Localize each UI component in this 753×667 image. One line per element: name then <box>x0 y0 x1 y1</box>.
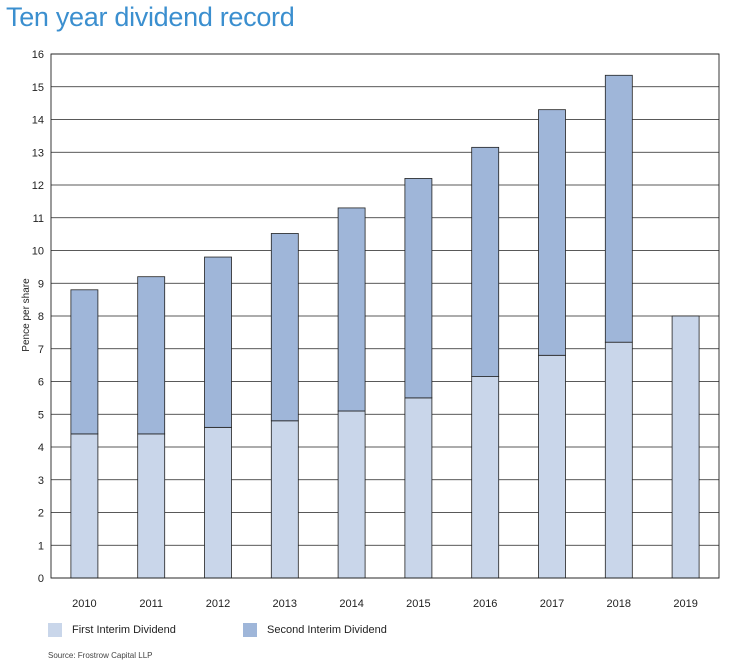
y-tick-label: 12 <box>32 180 44 192</box>
bar-first-interim-2013 <box>270 420 299 579</box>
y-tick-label: 0 <box>38 573 44 585</box>
x-tick-label: 2018 <box>607 598 631 610</box>
bar-second-interim-2014 <box>337 207 366 412</box>
y-tick-label: 6 <box>38 377 44 389</box>
bar-first-interim-2018 <box>604 341 633 579</box>
bar-first-interim-2015 <box>404 397 433 579</box>
x-tick-label: 2010 <box>72 598 96 610</box>
plot-frame <box>50 53 720 579</box>
bar-first-interim-2019 <box>671 315 700 579</box>
bar-first-interim-2016 <box>471 376 500 579</box>
source-note: Source: Frostrow Capital LLP <box>48 651 153 660</box>
bar-second-interim-2017 <box>538 109 566 356</box>
legend-label-first-interim: First Interim Dividend <box>72 624 176 636</box>
legend-item-first-interim: First Interim Dividend <box>48 623 176 637</box>
x-tick-label: 2016 <box>473 598 497 610</box>
y-tick-label: 4 <box>38 442 44 454</box>
legend-item-second-interim: Second Interim Dividend <box>243 623 387 637</box>
bar-second-interim-2013 <box>270 233 299 422</box>
x-tick-label: 2014 <box>339 598 363 610</box>
legend-swatch-second-interim <box>243 623 257 637</box>
bar-second-interim-2018 <box>604 74 633 343</box>
y-tick-label: 8 <box>38 311 44 323</box>
y-tick-label: 9 <box>38 278 44 290</box>
y-axis-label: Pence per share <box>21 278 32 352</box>
x-tick-label: 2012 <box>206 598 230 610</box>
x-tick-label: 2013 <box>273 598 297 610</box>
y-tick-label: 13 <box>32 147 44 159</box>
y-tick-label: 16 <box>32 49 44 61</box>
bar-first-interim-2012 <box>204 426 232 579</box>
y-tick-label: 10 <box>32 246 44 258</box>
y-tick-label: 7 <box>38 344 44 356</box>
bars <box>70 74 700 579</box>
y-tick-label: 15 <box>32 82 44 94</box>
x-tick-label: 2017 <box>540 598 564 610</box>
y-tick-label: 14 <box>32 115 44 127</box>
bar-second-interim-2016 <box>471 146 500 377</box>
bar-second-interim-2011 <box>137 276 166 435</box>
y-tick-label: 11 <box>33 213 44 225</box>
legend-swatch-first-interim <box>48 623 62 637</box>
y-tick-label: 5 <box>38 409 44 421</box>
bar-first-interim-2011 <box>137 433 166 579</box>
bar-second-interim-2010 <box>70 289 99 435</box>
bar-first-interim-2014 <box>337 410 366 579</box>
bar-second-interim-2015 <box>404 178 433 399</box>
x-tick-label: 2019 <box>673 598 697 610</box>
bar-second-interim-2012 <box>204 256 232 428</box>
chart-title: Ten year dividend record <box>6 2 295 32</box>
bar-first-interim-2017 <box>538 354 566 579</box>
y-tick-label: 2 <box>38 508 44 520</box>
legend-label-second-interim: Second Interim Dividend <box>267 624 387 636</box>
bar-first-interim-2010 <box>70 433 99 579</box>
x-tick-label: 2015 <box>406 598 430 610</box>
y-tick-label: 1 <box>38 540 44 552</box>
y-tick-label: 3 <box>38 475 44 487</box>
x-tick-label: 2011 <box>139 598 163 610</box>
